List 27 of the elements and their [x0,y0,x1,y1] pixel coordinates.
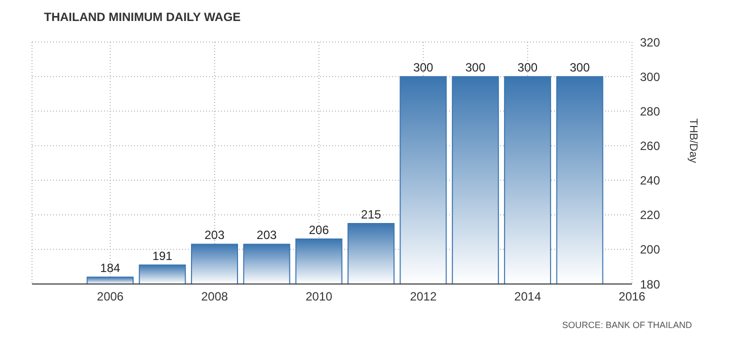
data-label: 300 [465,60,486,75]
x-tick-label: 2008 [201,290,228,304]
y-tick-label: 320 [640,35,660,50]
y-tick-label: 180 [640,277,660,292]
chart-title: THAILAND MINIMUM DAILY WAGE [44,10,241,24]
source-note: SOURCE: BANK OF THAILAND [562,320,692,330]
y-axis-title: THB/Day [687,118,700,164]
x-tick-label: 2006 [96,290,124,304]
y-tick-label: 280 [640,104,660,118]
data-label: 215 [361,208,382,222]
x-tick-label: 2014 [514,290,542,304]
data-label: 300 [518,60,538,75]
data-label: 203 [204,228,225,242]
x-tick-label: 2016 [618,290,646,304]
data-label: 300 [570,60,590,75]
y-tick-label: 240 [640,174,660,188]
data-label: 184 [100,261,121,276]
x-tick-label: 2012 [410,290,437,304]
y-tick-label: 220 [640,208,660,222]
data-label: 203 [256,228,278,242]
y-tick-label: 260 [640,138,660,153]
data-label: 191 [152,248,173,263]
y-tick-label: 200 [640,242,660,257]
data-label: 300 [413,60,434,75]
y-tick-label: 300 [640,70,660,84]
x-tick-label: 2010 [306,290,333,304]
data-label: 206 [308,223,330,238]
